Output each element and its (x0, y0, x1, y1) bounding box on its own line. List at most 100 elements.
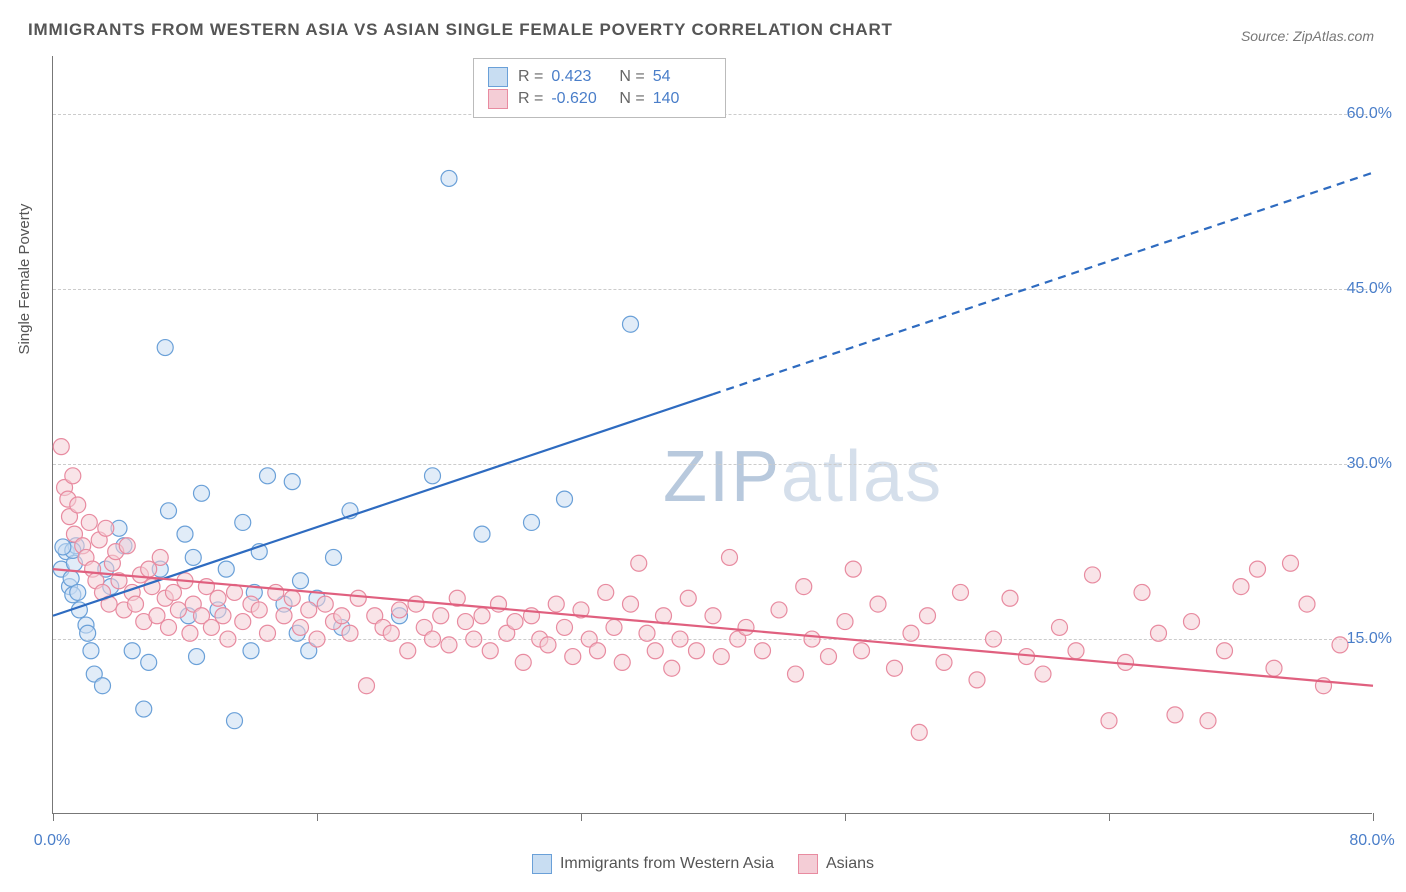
scatter-point (870, 596, 886, 612)
scatter-point (177, 526, 193, 542)
scatter-point (524, 514, 540, 530)
scatter-point (1299, 596, 1315, 612)
x-tick-label: 0.0% (34, 832, 70, 850)
legend-n-label: N = (619, 68, 644, 86)
chart-title: IMMIGRANTS FROM WESTERN ASIA VS ASIAN SI… (28, 20, 893, 40)
scatter-point (161, 503, 177, 519)
scatter-point (441, 170, 457, 186)
bottom-legend-label-1: Immigrants from Western Asia (560, 855, 774, 873)
scatter-point (136, 701, 152, 717)
scatter-point (268, 584, 284, 600)
scatter-point (1002, 590, 1018, 606)
legend-r-label: R = (518, 90, 543, 108)
scatter-point (540, 637, 556, 653)
plot-area: ZIPatlas R = 0.423 N = 54 R = -0.620 N =… (52, 56, 1372, 814)
legend-n-value-2: 140 (653, 90, 711, 108)
scatter-point (656, 608, 672, 624)
x-tick-mark (1109, 813, 1110, 821)
scatter-point (170, 602, 186, 618)
scatter-point (482, 643, 498, 659)
trend-line (53, 569, 1373, 686)
scatter-point (70, 584, 86, 600)
scatter-point (284, 590, 300, 606)
scatter-point (911, 724, 927, 740)
scatter-point (515, 654, 531, 670)
scatter-point (647, 643, 663, 659)
scatter-point (383, 625, 399, 641)
scatter-point (95, 678, 111, 694)
scatter-point (557, 491, 573, 507)
scatter-point (119, 538, 135, 554)
scatter-point (128, 596, 144, 612)
scatter-point (771, 602, 787, 618)
scatter-point (713, 649, 729, 665)
scatter-point (986, 631, 1002, 647)
legend-r-value-2: -0.620 (551, 90, 609, 108)
scatter-point (623, 316, 639, 332)
scatter-point (243, 643, 259, 659)
scatter-point (1167, 707, 1183, 723)
scatter-point (672, 631, 688, 647)
scatter-point (1266, 660, 1282, 676)
scatter-point (334, 608, 350, 624)
scatter-point (251, 602, 267, 618)
y-tick-label: 15.0% (1347, 630, 1392, 648)
scatter-point (359, 678, 375, 694)
bottom-legend-item-2: Asians (798, 854, 874, 874)
scatter-svg (53, 56, 1372, 813)
scatter-point (53, 439, 69, 455)
scatter-point (623, 596, 639, 612)
scatter-point (796, 579, 812, 595)
scatter-point (293, 573, 309, 589)
scatter-point (425, 631, 441, 647)
scatter-point (80, 625, 96, 641)
scatter-point (194, 485, 210, 501)
scatter-point (590, 643, 606, 659)
scatter-point (614, 654, 630, 670)
scatter-point (350, 590, 366, 606)
scatter-point (317, 596, 333, 612)
scatter-point (215, 608, 231, 624)
correlation-legend: R = 0.423 N = 54 R = -0.620 N = 140 (473, 58, 726, 118)
scatter-point (1233, 579, 1249, 595)
scatter-point (1151, 625, 1167, 641)
scatter-point (788, 666, 804, 682)
legend-r-label: R = (518, 68, 543, 86)
scatter-point (1184, 614, 1200, 630)
scatter-point (425, 468, 441, 484)
scatter-point (887, 660, 903, 676)
trend-line-dashed (713, 173, 1373, 395)
scatter-point (55, 539, 71, 555)
scatter-point (598, 584, 614, 600)
trend-line (53, 394, 713, 616)
bottom-legend-label-2: Asians (826, 855, 874, 873)
scatter-point (680, 590, 696, 606)
scatter-point (301, 602, 317, 618)
scatter-point (309, 631, 325, 647)
scatter-point (81, 514, 97, 530)
scatter-point (1085, 567, 1101, 583)
y-tick-label: 45.0% (1347, 280, 1392, 298)
scatter-point (98, 520, 114, 536)
y-axis-label: Single Female Poverty (16, 204, 33, 355)
scatter-point (284, 474, 300, 490)
legend-n-value-1: 54 (653, 68, 711, 86)
scatter-point (969, 672, 985, 688)
bottom-legend-item-1: Immigrants from Western Asia (532, 854, 774, 874)
x-tick-mark (581, 813, 582, 821)
scatter-point (837, 614, 853, 630)
x-tick-label: 80.0% (1349, 832, 1394, 850)
scatter-point (845, 561, 861, 577)
scatter-point (65, 468, 81, 484)
scatter-point (1250, 561, 1266, 577)
scatter-point (936, 654, 952, 670)
y-tick-label: 30.0% (1347, 455, 1392, 473)
source-attribution: Source: ZipAtlas.com (1241, 28, 1374, 44)
scatter-point (755, 643, 771, 659)
scatter-point (1035, 666, 1051, 682)
scatter-point (821, 649, 837, 665)
scatter-point (260, 625, 276, 641)
scatter-point (342, 625, 358, 641)
legend-row-series-1: R = 0.423 N = 54 (488, 67, 711, 87)
scatter-point (548, 596, 564, 612)
